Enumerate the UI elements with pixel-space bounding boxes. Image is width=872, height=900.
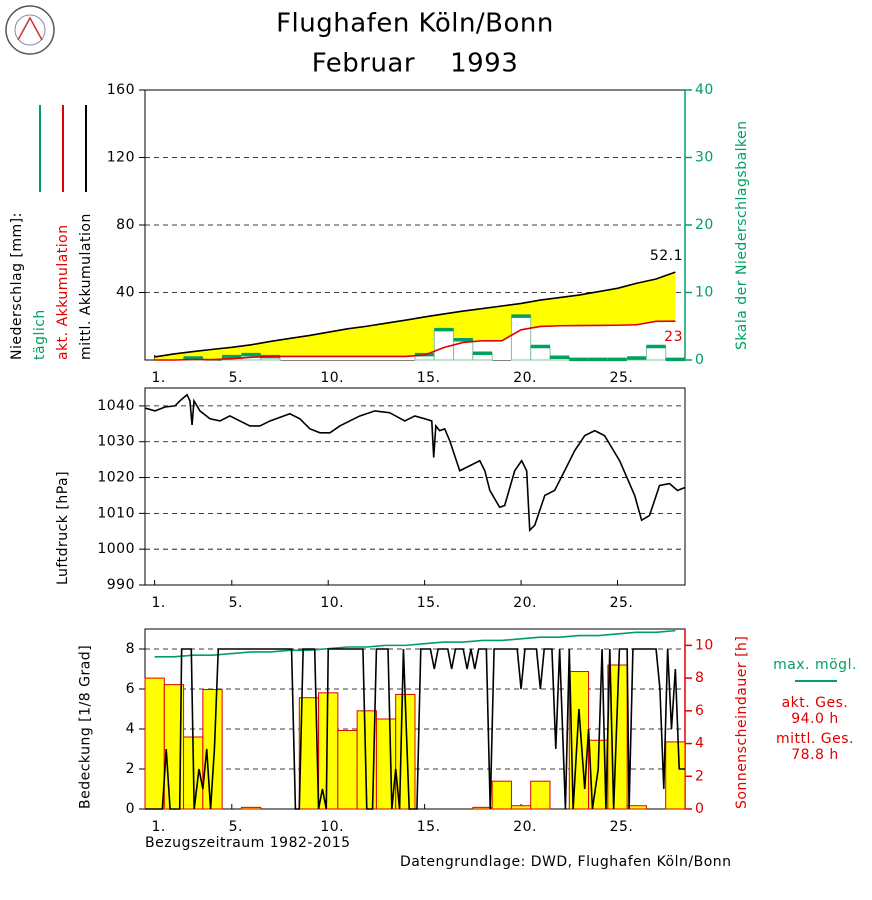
logo-inner: [14, 14, 46, 46]
bar: [645, 346, 667, 361]
y-tick-label: 1000: [97, 541, 135, 557]
total-label: mittl. Ges.: [776, 731, 854, 747]
x-tick-label: 25.: [610, 819, 634, 835]
bar: [530, 780, 551, 810]
legend-label: täglich: [32, 309, 48, 360]
y-tick-label: 160: [107, 82, 135, 98]
bar: [202, 689, 223, 810]
y2-tick-label: 8: [695, 670, 704, 686]
x-tick-label: 25.: [610, 595, 634, 611]
x-tick-label: 5.: [229, 819, 243, 835]
total-value: 94.0 h: [791, 711, 839, 727]
y2-tick-label: 30: [695, 150, 714, 166]
bar: [491, 780, 512, 810]
bar: [626, 805, 647, 810]
y2-axis-label: Skala der Niederschlagsbalken: [734, 120, 750, 350]
y-tick-label: 6: [126, 681, 135, 697]
end-label: 23: [664, 329, 683, 345]
y-tick-label: 990: [107, 577, 135, 593]
y-tick-label: 0: [126, 801, 135, 817]
y2-axis-label: Sonnenscheindauer [h]: [734, 636, 750, 809]
x-tick-label: 20.: [513, 595, 537, 611]
x-tick-label: 10.: [320, 370, 344, 386]
total-label: akt. Ges.: [782, 695, 849, 711]
y-axis-label: Luftdruck [hPa]: [55, 471, 71, 585]
x-tick-label: 5.: [229, 370, 243, 386]
legend-label: akt. Akkumulation: [55, 224, 71, 360]
x-tick-label: 15.: [417, 595, 441, 611]
plot-frame: [144, 387, 686, 586]
end-label: 52.1: [650, 248, 683, 264]
y2-tick-label: 0: [695, 801, 704, 817]
bar: [240, 806, 262, 810]
line: [154, 320, 676, 361]
x-tick-label: 15.: [417, 819, 441, 835]
y-tick-label: 8: [126, 641, 135, 657]
line: [154, 271, 676, 358]
y2-tick-label: 10: [695, 285, 714, 301]
y2-tick-label: 4: [695, 736, 704, 752]
x-tick-label: 1.: [151, 819, 165, 835]
bar: [665, 741, 686, 810]
x-tick-label: 5.: [229, 595, 243, 611]
y-tick-label: 2: [126, 761, 135, 777]
logo-ring: [5, 5, 55, 55]
chart-subtitle: Februar 1993: [312, 49, 519, 79]
chart-title: Flughafen Köln/Bonn: [276, 9, 554, 39]
x-tick-label: 10.: [320, 595, 344, 611]
y2-tick-label: 0: [695, 352, 704, 368]
bar: [510, 315, 532, 361]
y2-tick-label: 2: [695, 768, 704, 784]
legend-label: mittl. Akkumulation: [78, 213, 94, 360]
y-tick-label: 1030: [97, 434, 135, 450]
source: Datengrundlage: DWD, Flughafen Köln/Bonn: [400, 854, 732, 870]
legend-title: Niederschlag [mm]:: [9, 212, 25, 360]
x-tick-label: 15.: [417, 370, 441, 386]
x-tick-label: 1.: [151, 595, 165, 611]
y2-tick-label: 40: [695, 82, 714, 98]
y2-tick-label: 20: [695, 217, 714, 233]
x-tick-label: 20.: [513, 370, 537, 386]
y-tick-label: 120: [107, 150, 135, 166]
bar: [337, 729, 358, 810]
bar: [144, 677, 165, 810]
logo: [5, 5, 55, 55]
y2-tick-label: 10: [695, 637, 714, 653]
line: [154, 629, 676, 658]
line: [145, 648, 685, 810]
y2-tick-label: 6: [695, 703, 704, 719]
bar: [510, 805, 532, 810]
x-tick-label: 20.: [513, 819, 537, 835]
y-tick-label: 80: [116, 217, 135, 233]
bar: [530, 346, 551, 361]
bar: [472, 806, 493, 810]
x-tick-label: 10.: [320, 819, 344, 835]
y-axis-label: Bedeckung [1/8 Grad]: [78, 645, 94, 809]
x-tick-label: 25.: [610, 370, 634, 386]
x-tick-label: 1.: [151, 370, 165, 386]
y-tick-label: 1020: [97, 470, 135, 486]
y-tick-label: 1040: [97, 398, 135, 414]
y-tick-label: 1010: [97, 505, 135, 521]
bar: [433, 329, 455, 361]
y-tick-label: 4: [126, 721, 135, 737]
y-tick-label: 40: [116, 285, 135, 301]
legend-label: max. mögl.: [773, 657, 857, 673]
logo-mark: [17, 16, 43, 41]
reference-period: Bezugszeitraum 1982-2015: [145, 835, 351, 851]
total-value: 78.8 h: [791, 747, 839, 763]
line: [144, 393, 685, 533]
